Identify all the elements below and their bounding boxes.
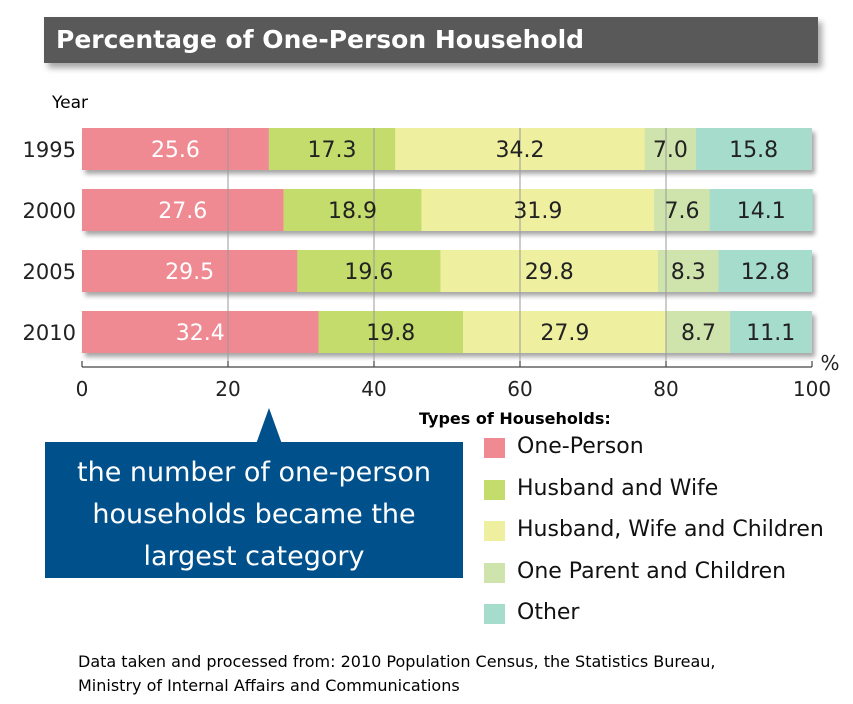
data-label: 18.9 — [328, 199, 377, 224]
x-unit-label: % — [820, 351, 839, 375]
bar-segment — [654, 189, 710, 231]
data-label: 25.6 — [151, 138, 200, 163]
data-label: 32.4 — [176, 321, 225, 346]
x-tick-label: 20 — [215, 377, 240, 401]
bar-segment — [644, 128, 696, 170]
x-tick-label: 60 — [507, 377, 532, 401]
callout-arrow-icon — [256, 408, 282, 444]
callout-line: households became the — [92, 499, 416, 530]
callout-line: largest category — [143, 541, 365, 572]
data-label: 12.8 — [741, 260, 790, 285]
source-note: Data taken and processed from: 2010 Popu… — [78, 650, 715, 698]
data-label: 19.6 — [344, 260, 393, 285]
legend-item-husband-wife: Husband and Wife — [419, 476, 718, 522]
x-tick-label: 40 — [361, 377, 386, 401]
legend-item-one-parent-children: One Parent and Children — [419, 559, 786, 605]
bar-segment — [657, 250, 719, 292]
data-label: 31.9 — [513, 199, 562, 224]
callout-box: the number of one-person households beca… — [45, 442, 463, 578]
legend-swatch — [484, 562, 505, 583]
bar-segment — [318, 311, 464, 353]
bar-segment — [283, 189, 422, 231]
data-label: 15.8 — [729, 138, 778, 163]
callout-line: the number of one-person — [77, 457, 431, 488]
source-line: Ministry of Internal Affairs and Communi… — [78, 676, 460, 695]
legend-item-other: Other — [419, 600, 611, 646]
year-label: 2000 — [23, 199, 76, 223]
data-label: 27.9 — [540, 321, 589, 346]
x-tick-label: 0 — [76, 377, 89, 401]
legend-swatch — [484, 438, 505, 458]
bar-segment — [82, 189, 284, 231]
data-label: 7.6 — [665, 199, 700, 224]
title-bar: Percentage of One-Person Household — [44, 17, 818, 63]
legend-label: Husband and Wife — [517, 475, 719, 501]
source-line: Data taken and processed from: 2010 Popu… — [78, 652, 716, 671]
data-label: 29.8 — [525, 260, 574, 285]
chart-title: Percentage of One-Person Household — [56, 25, 585, 54]
legend-title: Types of Households: — [419, 409, 611, 428]
legend-label: One Parent and Children — [517, 558, 787, 584]
stacked-bar-chart: 25.6 17.3 34.2 7.0 15.8 27.6 18.9 31.9 7.6 14.1 29… — [23, 93, 840, 401]
bar-segment — [695, 128, 812, 170]
data-label: 27.6 — [158, 199, 207, 224]
legend-label: Other — [517, 600, 580, 625]
year-label: 1995 — [23, 138, 76, 162]
data-label: 8.7 — [681, 321, 716, 346]
data-label: 11.1 — [746, 321, 795, 346]
data-label: 17.3 — [308, 138, 357, 163]
bar-segment — [440, 250, 658, 292]
data-label: 29.5 — [165, 260, 214, 285]
legend-item-one-person: One-Person — [419, 434, 644, 480]
bar-segment — [730, 311, 812, 353]
data-label: 14.1 — [737, 199, 786, 224]
bar-segment — [718, 250, 812, 292]
callout-text: the number of one-person households beca… — [45, 452, 463, 578]
x-tick-label: 80 — [653, 377, 678, 401]
data-label: 34.2 — [496, 138, 545, 163]
year-label: 2005 — [23, 260, 76, 284]
bar-segment — [82, 250, 298, 292]
legend-label: Husband, Wife and Children — [517, 517, 824, 542]
legend-swatch — [484, 521, 505, 541]
data-label: 7.0 — [653, 138, 688, 163]
legend-label: One-Person — [517, 434, 644, 459]
legend: Types of Households: One-Person Husband … — [419, 409, 824, 646]
bar-segment — [82, 311, 319, 353]
bar-segment — [463, 311, 667, 353]
bar-segment — [82, 128, 269, 170]
bar-segment — [709, 189, 813, 231]
bar-segment — [297, 250, 441, 292]
bar-segment — [666, 311, 731, 353]
legend-swatch — [484, 604, 505, 624]
data-label: 19.8 — [366, 321, 415, 346]
y-axis-label: Year — [51, 93, 88, 113]
legend-swatch — [484, 479, 505, 500]
year-label: 2010 — [23, 321, 76, 345]
x-tick-label: 100 — [793, 377, 831, 401]
data-label: 8.3 — [671, 260, 706, 285]
bar-segment — [421, 189, 655, 231]
legend-item-husband-wife-children: Husband, Wife and Children — [419, 517, 824, 563]
